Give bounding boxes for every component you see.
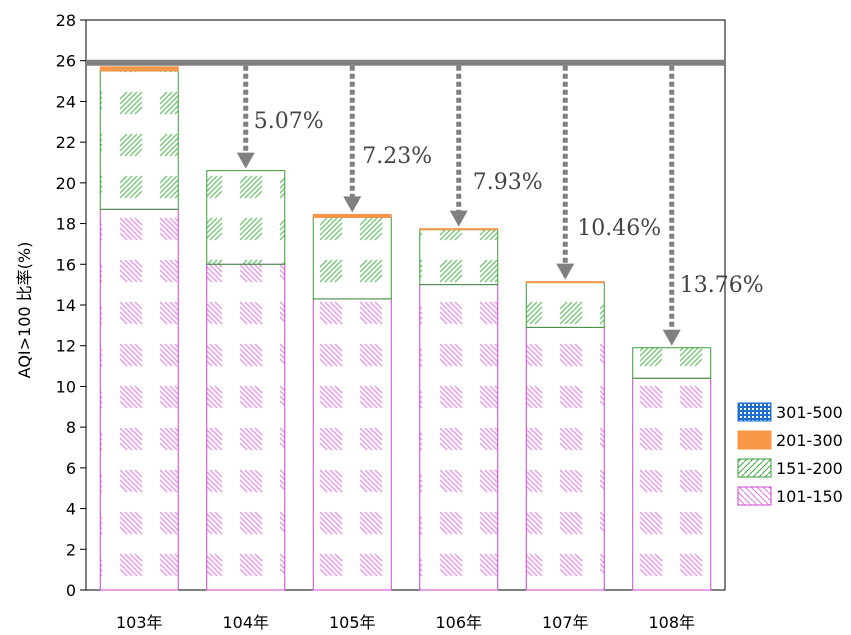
legend-label: 301-500 — [776, 403, 843, 422]
legend-swatch-151-200 — [737, 458, 772, 478]
legend-swatch-201-300 — [737, 430, 772, 450]
bar-segment-101-150 — [312, 298, 392, 591]
y-tick-label: 8 — [66, 418, 76, 437]
bar-segment-201-300 — [419, 228, 499, 231]
bar-segment-151-200 — [206, 170, 286, 265]
y-tick-label: 14 — [56, 296, 76, 315]
bar-segment-151-200 — [525, 282, 605, 328]
reduction-arrow-head — [662, 329, 681, 346]
plot-frame — [85, 19, 726, 591]
bar-segment-151-200 — [632, 347, 712, 379]
y-tick-label: 24 — [56, 92, 76, 111]
legend-label: 101-150 — [776, 487, 843, 506]
reduction-arrow-head — [449, 210, 468, 227]
reduction-arrow-head — [343, 196, 362, 213]
y-tick-label: 28 — [56, 11, 76, 30]
legend-swatch-101-150 — [737, 486, 772, 506]
reduction-annotations: 5.07% 7.23% 7.93% 10.46% 13.76% — [86, 59, 764, 346]
y-tick-label: 10 — [56, 377, 76, 396]
y-tick-label: 6 — [66, 459, 76, 478]
bar-segment-101-150 — [206, 263, 286, 591]
bar-segment-101-150 — [632, 377, 712, 591]
x-tick-label: 104年 — [222, 613, 269, 632]
x-tick-label: 107年 — [542, 613, 589, 632]
y-tick-label: 4 — [66, 500, 76, 519]
legend: 301-500 201-300 151-200 101-150 — [737, 402, 843, 506]
reduction-label: 7.93% — [473, 170, 543, 195]
legend-swatch-301-500 — [737, 402, 772, 422]
bar-segment-151-200 — [419, 229, 499, 286]
x-tick-label: 103年 — [116, 613, 163, 632]
y-tick-label: 22 — [56, 133, 76, 152]
bars — [99, 66, 712, 591]
bar-segment-101-150 — [525, 326, 605, 591]
legend-label: 201-300 — [776, 431, 843, 450]
plot-area — [85, 19, 726, 591]
bar-segment-151-200 — [312, 216, 392, 300]
y-tick-label: 2 — [66, 540, 76, 559]
reduction-arrow-head — [236, 152, 255, 169]
legend-label: 151-200 — [776, 459, 843, 478]
bar-segment-201-300 — [312, 213, 392, 218]
y-tick-label: 26 — [56, 52, 76, 71]
reduction-arrow-head — [556, 263, 575, 280]
x-tick-label: 106年 — [435, 613, 482, 632]
bar-segment-201-300 — [99, 66, 179, 72]
reduction-label: 10.46% — [577, 216, 661, 241]
bar-segment-101-150 — [99, 208, 179, 591]
x-axis: 103年 104年 105年 106年 107年 108年 — [116, 613, 695, 632]
reduction-label: 7.23% — [362, 144, 432, 169]
y-tick-label: 12 — [56, 337, 76, 356]
y-tick-label: 16 — [56, 255, 76, 274]
x-tick-label: 108年 — [648, 613, 695, 632]
reduction-label: 13.76% — [680, 273, 764, 298]
y-tick-label: 0 — [66, 581, 76, 600]
y-axis-label: AQI>100 比率(%) — [15, 242, 34, 379]
y-tick-label: 18 — [56, 215, 76, 234]
bar-segment-151-200 — [99, 70, 179, 210]
bar-segment-101-150 — [419, 284, 499, 591]
y-tick-label: 20 — [56, 174, 76, 193]
reduction-label: 5.07% — [254, 109, 324, 134]
bar-segment-201-300 — [525, 281, 605, 284]
x-tick-label: 105年 — [329, 613, 376, 632]
